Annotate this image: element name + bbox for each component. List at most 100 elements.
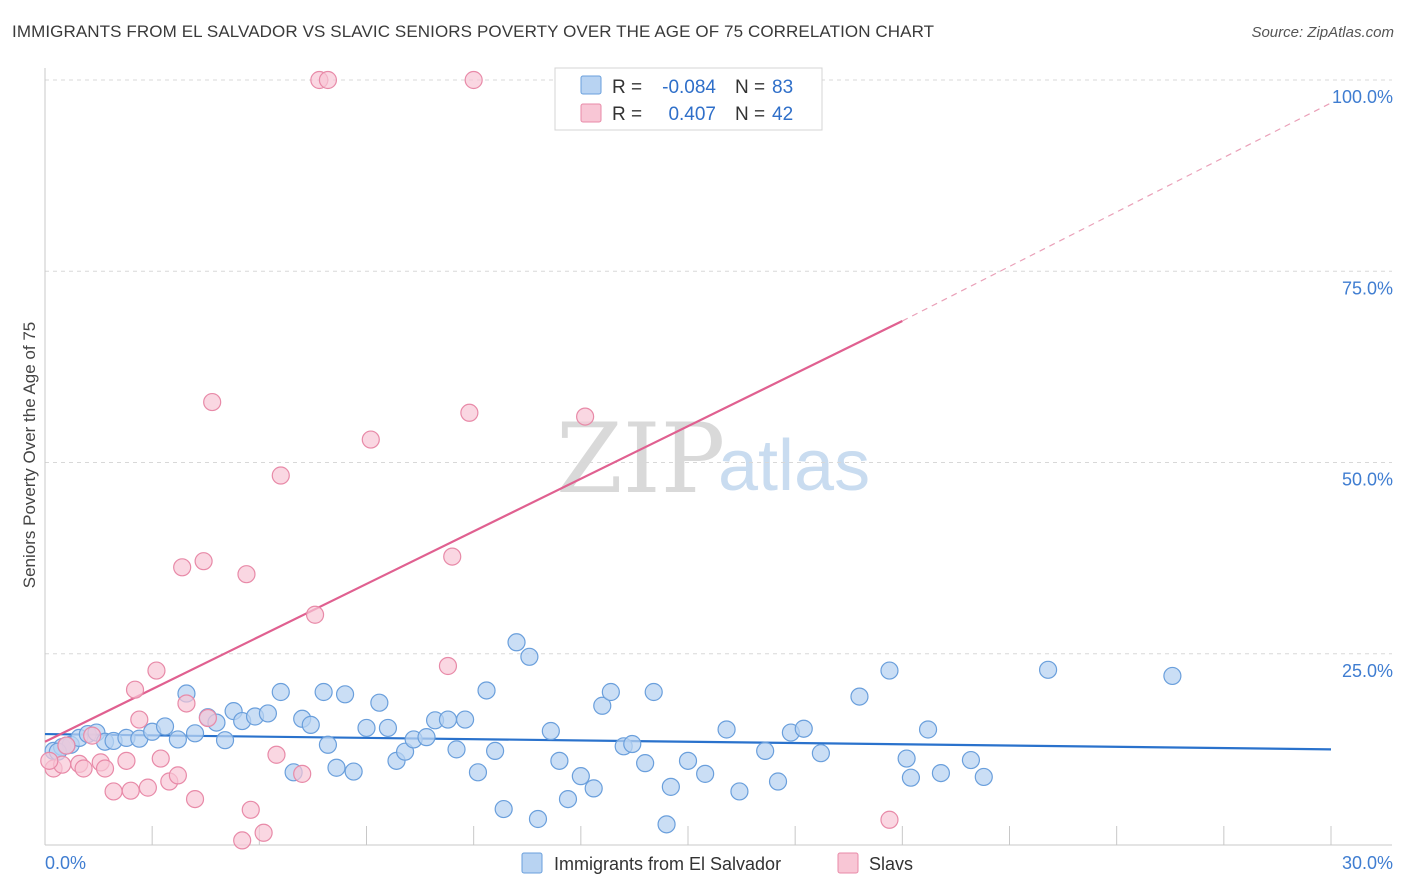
point-el-salvador	[507, 633, 526, 652]
point-el-salvador	[918, 720, 938, 739]
point-slavs	[83, 726, 102, 745]
point-el-salvador	[1038, 660, 1058, 679]
correlation-legend: R = -0.084 N = 83 R = 0.407 N = 42	[554, 67, 823, 131]
point-el-salvador	[794, 719, 813, 738]
trend-line-slavs	[44, 319, 903, 743]
legend-swatch-blue	[580, 75, 602, 95]
trend-line-slavs-extension	[902, 102, 1332, 322]
point-el-salvador	[931, 763, 951, 783]
point-slavs	[125, 680, 145, 699]
point-el-salvador	[258, 704, 278, 723]
point-slavs	[130, 710, 149, 729]
legend-r-label-2: R =	[612, 104, 642, 125]
point-el-salvador	[344, 762, 363, 781]
legend-r-label-1: R =	[612, 77, 642, 98]
point-slavs	[95, 759, 115, 778]
point-slavs	[464, 70, 483, 90]
point-slavs	[74, 759, 93, 778]
point-slavs	[185, 789, 205, 809]
source-label: Source: ZipAtlas.com	[1251, 24, 1394, 41]
point-slavs	[254, 823, 273, 842]
point-slavs	[318, 70, 338, 90]
point-el-salvador	[438, 710, 458, 729]
point-slavs	[57, 736, 76, 755]
point-el-salvador	[357, 718, 376, 738]
legend-r-value-2: 0.407	[668, 104, 716, 125]
point-slavs	[104, 782, 123, 801]
point-slavs	[198, 708, 217, 728]
point-slavs	[168, 766, 187, 785]
chart-title: IMMIGRANTS FROM EL SALVADOR VS SLAVIC SE…	[12, 22, 935, 41]
point-el-salvador	[696, 764, 715, 783]
point-el-salvador	[301, 715, 320, 734]
point-el-salvador	[623, 734, 642, 754]
point-el-salvador	[378, 718, 398, 738]
point-slavs	[40, 751, 59, 770]
watermark-atlas: atlas	[718, 426, 870, 506]
series-legend-label-2: Slavs	[869, 854, 913, 874]
point-slavs	[241, 800, 260, 819]
series-legend-swatch-pink	[837, 852, 859, 874]
point-slavs	[305, 605, 325, 624]
point-el-salvador	[327, 758, 346, 777]
legend-n-value-1: 83	[772, 77, 793, 98]
series-legend-swatch-blue	[521, 852, 543, 874]
point-el-salvador	[811, 744, 830, 763]
x-tick-label-min: 0.0%	[45, 853, 86, 873]
y-tick-label-100: 100.0%	[1332, 87, 1393, 107]
point-el-salvador	[447, 740, 466, 759]
point-el-salvador	[468, 763, 488, 782]
series-el-salvador-points	[44, 633, 1182, 834]
point-el-salvador	[661, 777, 680, 796]
point-slavs	[177, 694, 196, 713]
legend-n-label-1: N =	[735, 77, 765, 98]
point-slavs	[576, 407, 595, 426]
point-el-salvador	[961, 750, 981, 770]
point-el-salvador	[541, 721, 560, 741]
point-el-salvador	[657, 815, 676, 834]
axes	[44, 68, 1392, 846]
point-slavs	[203, 392, 222, 412]
point-slavs	[271, 466, 290, 485]
point-el-salvador	[644, 682, 663, 702]
point-slavs	[443, 547, 462, 566]
point-slavs	[117, 751, 136, 770]
legend-n-label-2: N =	[735, 104, 765, 125]
point-el-salvador	[558, 789, 578, 809]
point-el-salvador	[455, 710, 475, 729]
point-el-salvador	[717, 720, 736, 739]
point-el-salvador	[486, 741, 505, 761]
point-el-salvador	[974, 767, 993, 787]
legend-r-value-1: -0.084	[662, 77, 716, 98]
point-el-salvador	[584, 779, 603, 798]
y-tick-label-25: 25.0%	[1342, 661, 1393, 681]
point-slavs	[138, 778, 157, 797]
x-tick-labels: 0.0% 30.0%	[45, 853, 1393, 873]
point-el-salvador	[155, 717, 175, 736]
point-el-salvador	[901, 768, 921, 787]
y-tick-label-50: 50.0%	[1342, 470, 1393, 490]
point-el-salvador	[370, 693, 389, 712]
legend-swatch-pink	[580, 103, 602, 123]
point-slavs	[173, 558, 192, 577]
point-slavs	[121, 781, 140, 800]
trend-lines	[44, 102, 1332, 751]
point-el-salvador	[768, 772, 788, 791]
point-el-salvador	[477, 681, 496, 700]
point-el-salvador	[494, 799, 513, 819]
point-slavs	[147, 661, 166, 680]
point-el-salvador	[168, 730, 187, 749]
point-slavs	[151, 749, 170, 768]
point-slavs	[267, 745, 286, 764]
point-el-salvador	[850, 687, 869, 706]
y-tick-labels: 25.0% 50.0% 75.0% 100.0%	[1332, 87, 1393, 681]
point-el-salvador	[335, 685, 355, 704]
point-slavs	[361, 430, 380, 449]
point-el-salvador	[593, 696, 612, 715]
y-tick-label-75: 75.0%	[1342, 278, 1393, 298]
point-slavs	[293, 764, 312, 783]
point-el-salvador	[1163, 666, 1182, 686]
point-el-salvador	[417, 728, 436, 747]
series-legend: Immigrants from El Salvador Slavs	[521, 852, 913, 874]
